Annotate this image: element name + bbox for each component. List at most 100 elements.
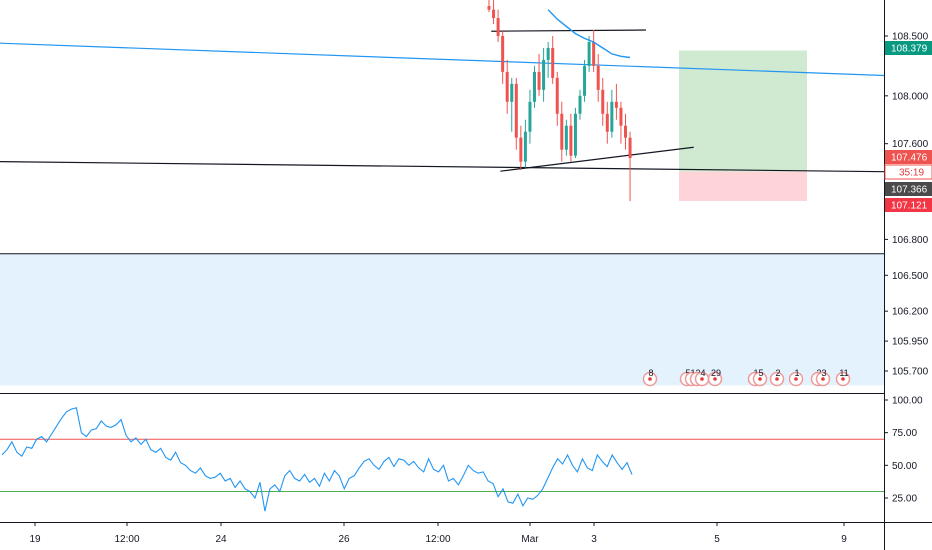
stop-loss-tag-label: 107.121 [891, 201, 928, 212]
candlestick-series [487, 0, 632, 202]
price-tick-label: 108.000 [892, 91, 929, 102]
candle-body [487, 6, 491, 10]
time-tick-label: 12:00 [114, 534, 139, 545]
candle [546, 41, 550, 78]
candle-body [528, 101, 532, 132]
countdown-tag-label: 35:19 [899, 168, 924, 179]
rsi-axis: 100.00 75.00 50.00 25.00 [884, 396, 923, 505]
candle-body [583, 65, 587, 96]
candle-body [546, 47, 550, 60]
event-count: 4 [700, 368, 705, 378]
price-tags: 108.379 107.476 35:19 107.366 107.121 [884, 41, 932, 212]
candle [505, 59, 509, 114]
candle [487, 0, 491, 13]
candle [551, 36, 555, 84]
event-marker[interactable]: 1 [788, 368, 804, 387]
descending-black-support-line[interactable] [0, 161, 885, 173]
candle-body [492, 9, 496, 19]
candle [601, 77, 605, 126]
horizontal-resistance-line[interactable] [491, 29, 646, 32]
candle [523, 119, 527, 168]
price-tick-label: 106.800 [892, 235, 929, 246]
take-profit-tag-box [885, 41, 932, 55]
time-tick-label: 5 [714, 534, 720, 545]
support-line-tag-box [885, 182, 932, 196]
rsi-line [1, 407, 633, 512]
support-line-tag-label: 107.366 [891, 185, 928, 196]
time-tick-label: Mar [521, 534, 539, 545]
candle-body [569, 125, 573, 156]
candle [592, 30, 596, 72]
trend-lines-layer[interactable] [0, 29, 885, 173]
candle-body [601, 89, 605, 114]
candle [555, 71, 559, 126]
time-axis[interactable]: 19 12:00 24 26 12:00 Mar 3 5 9 [29, 522, 847, 545]
event-marker[interactable]: 8 [642, 368, 658, 387]
take-profit-tag-label: 108.379 [891, 44, 928, 55]
candle [564, 119, 568, 156]
price-tick-label: 106.200 [892, 307, 929, 318]
candle-body [628, 137, 632, 159]
candle [533, 65, 536, 108]
position-tool[interactable] [679, 50, 807, 201]
stop-loss-zone[interactable] [679, 171, 807, 201]
current-price-tag-box [885, 150, 932, 164]
price-tick-label: 105.950 [892, 337, 929, 348]
event-flag-dot [821, 377, 825, 381]
candle-body [560, 113, 564, 150]
candle [501, 30, 505, 84]
candle [560, 101, 564, 162]
event-count: 5 [758, 368, 763, 378]
time-tick-label: 26 [338, 534, 350, 545]
candle-body [573, 113, 577, 156]
candle-body [610, 101, 614, 132]
event-flag-dot [713, 377, 717, 381]
candle-body [614, 101, 618, 108]
candle [519, 125, 523, 170]
event-flag-dot [758, 377, 762, 381]
economic-events-layer[interactable]: 851242915212311 [642, 368, 851, 387]
candle [605, 101, 609, 144]
current-price-tag: 107.476 [885, 150, 932, 164]
event-marker[interactable]: 3 [815, 368, 831, 387]
candle-body [624, 125, 627, 138]
rsi-pane [0, 407, 884, 512]
candle-body [537, 71, 541, 90]
ascending-black-triangle-line[interactable] [500, 146, 694, 172]
moving-average-layer [547, 9, 631, 59]
candle-body [533, 71, 536, 102]
countdown-tag-box [884, 164, 932, 180]
candle-body [510, 83, 514, 102]
candle [537, 53, 541, 96]
price-tick-label: 106.500 [892, 271, 929, 282]
candle-body [523, 131, 527, 162]
candle [496, 9, 500, 42]
candle-body [496, 18, 500, 36]
event-marker[interactable]: 2 [769, 368, 785, 387]
event-flag-dot [648, 377, 652, 381]
event-count: 8 [648, 368, 653, 378]
rsi-tick-label: 50.00 [892, 461, 917, 472]
candle [583, 59, 587, 102]
bar-countdown-tag: 35:19 [884, 164, 932, 180]
price-tick-label: 107.600 [892, 139, 929, 150]
candle [619, 101, 623, 144]
price-axis[interactable]: 108.500 108.000 107.600 106.800 106.500 106.2… [884, 32, 929, 378]
event-count: 3 [821, 368, 826, 378]
candle-body [619, 107, 623, 126]
descending-blue-line[interactable] [0, 42, 885, 77]
event-marker[interactable]: 11 [835, 368, 851, 387]
event-count: 11 [839, 368, 848, 378]
candle [542, 47, 546, 102]
event-marker[interactable]: 5 [752, 368, 768, 387]
event-flag-dot [841, 377, 845, 381]
candle-body [501, 36, 505, 72]
event-count: 29 [711, 368, 721, 378]
candle [628, 131, 632, 202]
candle [569, 113, 573, 162]
candle [492, 0, 496, 25]
time-tick-label: 19 [29, 534, 41, 545]
event-marker[interactable]: 29 [707, 368, 723, 387]
candle-body [564, 125, 568, 150]
